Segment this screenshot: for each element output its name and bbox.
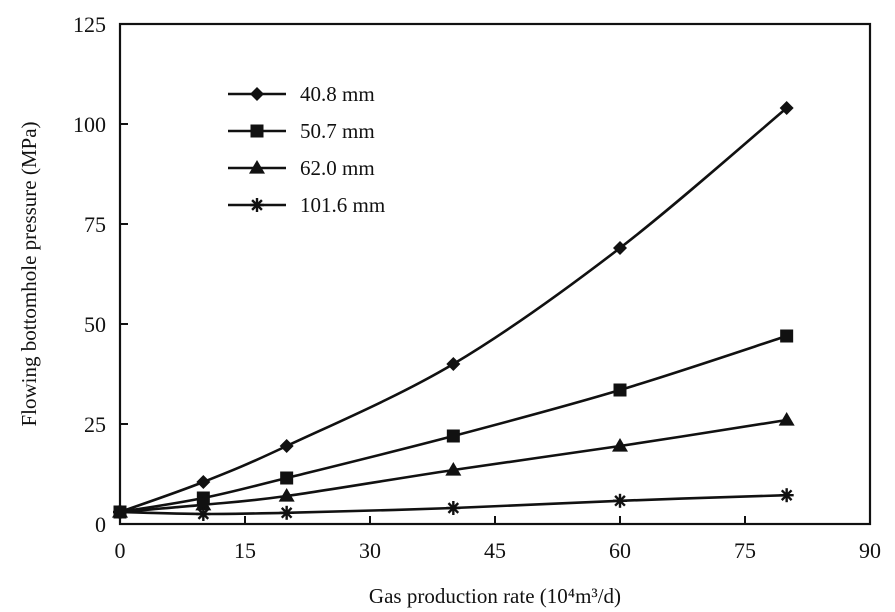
data-point: [278, 488, 295, 502]
x-tick-label: 15: [234, 538, 256, 563]
data-point: [196, 507, 211, 521]
legend-marker: [249, 160, 265, 174]
data-point: [280, 471, 294, 485]
data-point: [195, 496, 212, 511]
legend-label: 50.7 mm: [300, 119, 375, 143]
y-tick-label: 100: [73, 112, 106, 137]
data-point: [780, 329, 794, 343]
data-point: [612, 438, 628, 452]
x-axis-ticks: 0 15 30 45 60 75 90: [115, 516, 881, 563]
x-tick-label: 30: [359, 538, 381, 563]
legend-item: 40.8 mm: [228, 82, 375, 106]
data-point: [279, 505, 294, 520]
data-point: [446, 357, 461, 371]
y-tick-label: 125: [73, 12, 106, 37]
series-line: [119, 107, 788, 514]
y-tick-label: 50: [84, 312, 106, 337]
y-tick-label: 25: [84, 412, 106, 437]
series-101-6-mm: [113, 488, 794, 521]
legend-item: 62.0 mm: [228, 156, 375, 180]
x-tick-label: 90: [859, 538, 881, 563]
data-point: [445, 462, 462, 476]
data-point: [613, 241, 627, 255]
data-point: [778, 412, 795, 426]
legend-label: 40.8 mm: [300, 82, 375, 106]
legend-marker: [250, 124, 264, 138]
legend: 40.8 mm 50.7 mm 62.0 mm 101.6 mm: [228, 82, 385, 217]
series-62-0-mm: [112, 412, 795, 518]
legend-item: 50.7 mm: [228, 119, 375, 143]
x-axis-title: Gas production rate (10⁴m³/d): [369, 584, 621, 608]
y-tick-label: 0: [95, 512, 106, 537]
data-point: [113, 505, 127, 519]
x-tick-label: 45: [484, 538, 506, 563]
data-point: [279, 439, 294, 453]
legend-marker: [250, 198, 264, 212]
legend-label: 62.0 mm: [300, 156, 375, 180]
y-tick-label: 75: [84, 212, 106, 237]
series-group: [112, 101, 795, 521]
legend-item: 101.6 mm: [228, 193, 385, 217]
x-tick-label: 0: [115, 538, 126, 563]
data-point: [446, 501, 461, 515]
y-axis-title: Flowing bottomhole pressure (MPa): [17, 121, 41, 426]
data-point: [446, 429, 460, 443]
plot-frame: [118, 22, 872, 526]
x-tick-label: 75: [734, 538, 756, 563]
data-point: [613, 383, 627, 397]
data-point: [196, 475, 211, 489]
legend-label: 101.6 mm: [300, 193, 385, 217]
legend-marker: [250, 87, 264, 101]
series-40-8-mm: [113, 101, 794, 519]
x-tick-label: 60: [609, 538, 631, 563]
y-axis-ticks: 0 25 50 75 100 125: [73, 12, 128, 537]
data-point: [779, 488, 794, 503]
data-point: [613, 493, 627, 508]
data-point: [779, 101, 794, 115]
